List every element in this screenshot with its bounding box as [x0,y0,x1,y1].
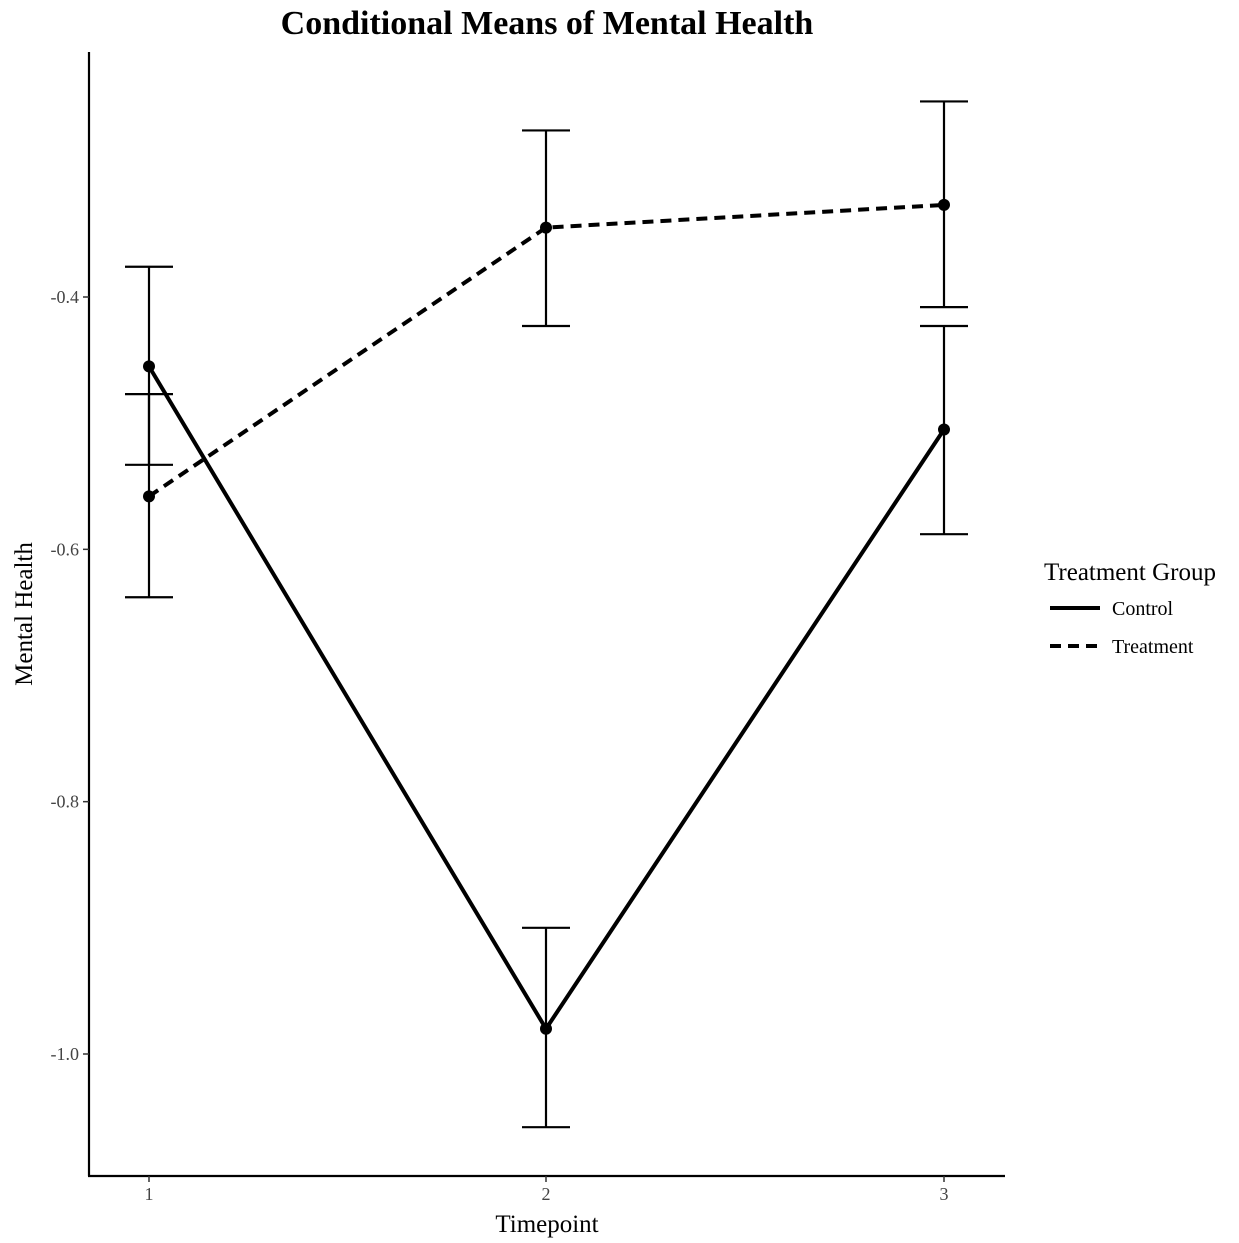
treatment-data-point [143,490,155,503]
x-tick-label: 2 [542,1184,551,1204]
y-tick-label: -0.8 [51,792,80,812]
control-data-point [143,360,155,373]
chart-title: Conditional Means of Mental Health [281,5,814,42]
y-tick-label: -0.6 [51,539,80,559]
control-data-point [938,423,950,436]
series-lines [147,202,946,1033]
legend-title: Treatment Group [1044,559,1216,586]
error-bars [125,100,968,1129]
x-axis-ticks: 1 2 3 [145,1176,949,1204]
y-axis-label: Mental Health [11,542,38,686]
data-points [143,198,950,1035]
y-axis-ticks: -0.4 -0.6 -0.8 -1.0 [51,287,89,1064]
treatment-data-point [938,198,950,211]
treatment-data-point [540,221,552,234]
x-axis-label: Timepoint [495,1211,598,1238]
legend-label-treatment: Treatment [1112,636,1194,658]
y-tick-label: -1.0 [51,1044,80,1064]
y-tick-label: -0.4 [51,287,80,307]
control-data-point [540,1022,552,1035]
treatment-series-line [147,202,945,498]
x-tick-label: 1 [145,1184,154,1204]
x-tick-label: 3 [940,1184,949,1204]
legend: Treatment Group Control Treatment [1044,559,1216,658]
legend-label-control: Control [1112,598,1174,620]
